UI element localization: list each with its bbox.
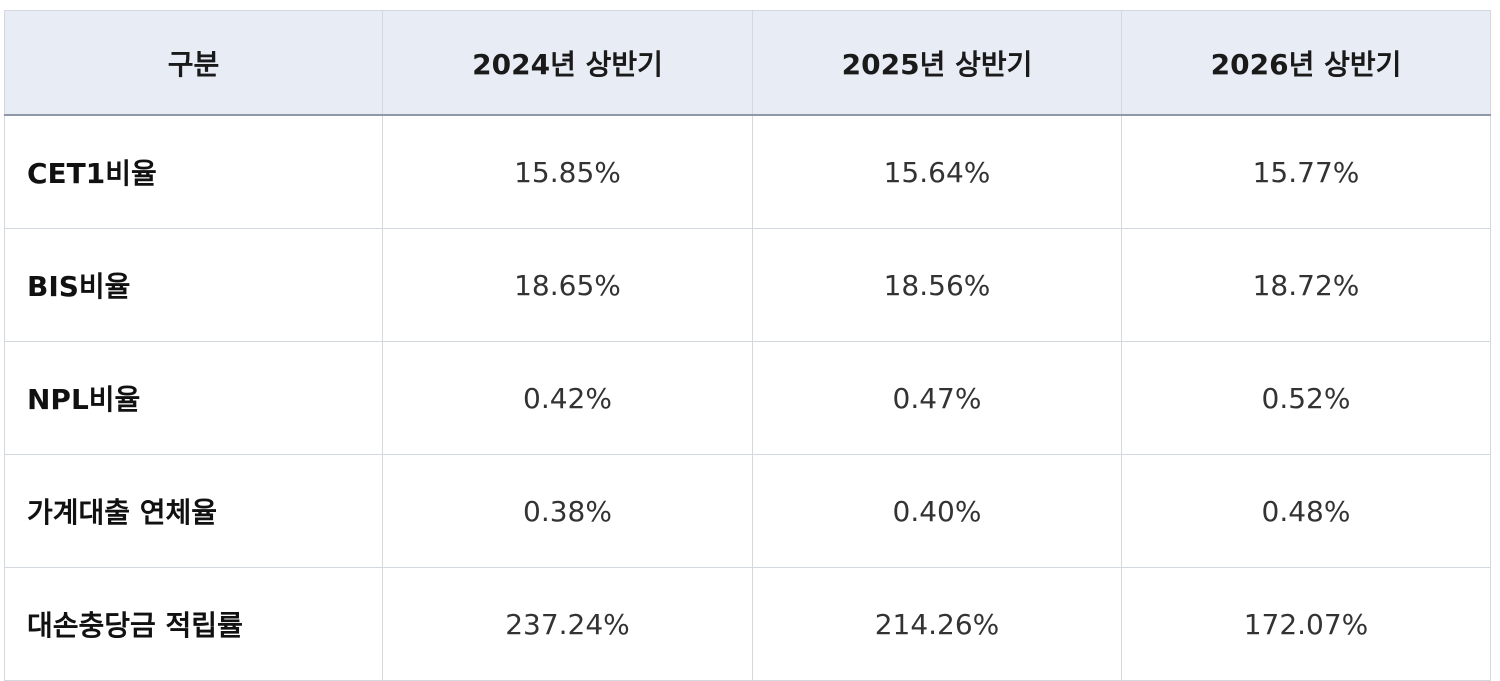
table-cell: 0.42% — [382, 341, 753, 455]
header-row: 구분 2024년 상반기 2025년 상반기 2026년 상반기 — [4, 10, 1491, 116]
table-cell: 15.64% — [752, 114, 1122, 229]
table-cell: 18.65% — [382, 228, 753, 342]
table-row: 가계대출 연체율 0.38% 0.40% 0.48% — [4, 454, 1491, 568]
header-cell: 구분 — [4, 10, 383, 116]
table-row: NPL비율 0.42% 0.47% 0.52% — [4, 341, 1491, 455]
table-row: 대손충당금 적립률 237.24% 214.26% 172.07% — [4, 567, 1491, 681]
table-cell: 172.07% — [1121, 567, 1491, 681]
row-label: 대손충당금 적립률 — [4, 567, 383, 681]
table-container: 구분 2024년 상반기 2025년 상반기 2026년 상반기 CET1비율 15.8… — [4, 10, 1491, 681]
row-label: BIS비율 — [4, 228, 383, 342]
header-cell: 2026년 상반기 — [1121, 10, 1491, 116]
table-row: CET1비율 15.85% 15.64% 15.77% — [4, 114, 1491, 229]
table-row: BIS비율 18.65% 18.56% 18.72% — [4, 228, 1491, 342]
table-cell: 237.24% — [382, 567, 753, 681]
table-cell: 0.52% — [1121, 341, 1491, 455]
table-cell: 15.85% — [382, 114, 753, 229]
table-cell: 0.40% — [752, 454, 1122, 568]
row-label: CET1비율 — [4, 114, 383, 229]
table-cell: 18.56% — [752, 228, 1122, 342]
header-cell: 2024년 상반기 — [382, 10, 753, 116]
table-cell: 214.26% — [752, 567, 1122, 681]
table-cell: 0.38% — [382, 454, 753, 568]
table-body: CET1비율 15.85% 15.64% 15.77% BIS비율 18.65% 18.56… — [4, 114, 1491, 681]
header-cell: 2025년 상반기 — [752, 10, 1122, 116]
row-label: 가계대출 연체율 — [4, 454, 383, 568]
table-cell: 0.47% — [752, 341, 1122, 455]
row-label: NPL비율 — [4, 341, 383, 455]
table-cell: 0.48% — [1121, 454, 1491, 568]
table-cell: 15.77% — [1121, 114, 1491, 229]
table-header: 구분 2024년 상반기 2025년 상반기 2026년 상반기 — [4, 10, 1491, 116]
data-table: 구분 2024년 상반기 2025년 상반기 2026년 상반기 CET1비율 15.8… — [4, 10, 1491, 681]
table-cell: 18.72% — [1121, 228, 1491, 342]
